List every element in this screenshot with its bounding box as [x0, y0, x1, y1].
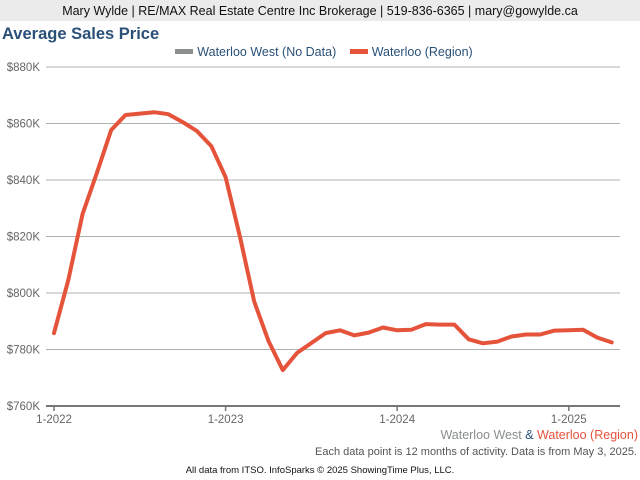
- legend-swatch-waterloo-region: [349, 49, 368, 55]
- x-tick-label: 1-2023: [208, 414, 244, 426]
- y-tick-label: $760K: [7, 401, 41, 413]
- y-tick-label: $780K: [7, 345, 41, 357]
- footer-series-a: Waterloo West: [440, 428, 522, 442]
- agent-banner: Mary Wylde | RE/MAX Real Estate Centre I…: [0, 0, 640, 21]
- legend-label-waterloo-west[interactable]: Waterloo West (No Data): [197, 45, 337, 59]
- y-tick-label: $820K: [7, 232, 41, 244]
- legend-swatch-waterloo-west: [175, 49, 194, 55]
- x-tick-label: 1-2024: [379, 414, 415, 426]
- footer-amp: &: [525, 428, 534, 442]
- y-tick-label: $800K: [7, 288, 41, 300]
- footer-note: Each data point is 12 months of activity…: [314, 446, 637, 458]
- footer-series-b: Waterloo (Region): [537, 428, 638, 442]
- legend: Waterloo West (No Data) Waterloo (Region…: [0, 45, 640, 59]
- x-tick-label: 1-2022: [36, 414, 72, 426]
- series-line-waterloo-region: [52, 110, 614, 373]
- y-tick-label: $840K: [7, 175, 41, 187]
- x-tick-label: 1-2025: [551, 414, 587, 426]
- footer-series-note: Waterloo West & Waterloo (Region): [440, 428, 638, 442]
- y-tick-label: $880K: [7, 62, 41, 74]
- y-tick-label: $860K: [7, 119, 41, 131]
- footer-credit: All data from ITSO. InfoSparks © 2025 Sh…: [185, 465, 455, 476]
- chart-title: Average Sales Price: [2, 25, 160, 43]
- legend-label-waterloo-region[interactable]: Waterloo (Region): [371, 45, 473, 59]
